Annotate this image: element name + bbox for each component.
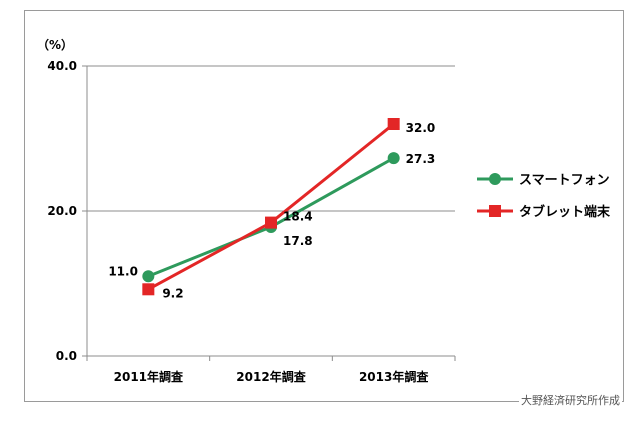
- y-tick-label: 40.0: [47, 59, 77, 73]
- x-tick-label: 2013年調査: [359, 369, 429, 384]
- legend-marker: [489, 205, 501, 217]
- x-tick-label: 2011年調査: [114, 369, 184, 384]
- y-tick-label: 0.0: [56, 349, 77, 363]
- y-unit-label: （%）: [37, 37, 73, 52]
- data-point: [142, 283, 155, 296]
- data-point: [387, 152, 400, 165]
- data-point: [142, 270, 155, 283]
- data-label: 11.0: [108, 264, 138, 278]
- data-label: 17.8: [283, 234, 313, 248]
- chart-frame: （%） 0.0 20.0 40.0 2011年調査 2012年調査 2013年調査 11.…: [24, 10, 624, 402]
- data-point: [265, 216, 277, 229]
- data-label: 9.2: [162, 286, 183, 300]
- y-tick-label: 20.0: [47, 204, 77, 218]
- series-line-1: [147, 122, 395, 291]
- data-label: 18.4: [283, 210, 313, 224]
- data-label: 27.3: [406, 152, 436, 166]
- series-layer: [142, 118, 400, 296]
- legend-marker: [489, 173, 501, 185]
- source-note: 大野経済研究所作成: [519, 392, 622, 408]
- grid-layer: [87, 65, 455, 212]
- line-chart: （%） 0.0 20.0 40.0 2011年調査 2012年調査 2013年調査 11.…: [37, 37, 611, 384]
- data-label: 32.0: [406, 121, 436, 135]
- legend-label: スマートフォン: [519, 173, 610, 188]
- data-point: [387, 118, 400, 130]
- label-layer: 11.0 17.8 27.3 9.2 18.4 32.0: [108, 121, 435, 300]
- legend-label: タブレット端末: [519, 204, 611, 220]
- x-tick-label: 2012年調査: [236, 369, 306, 384]
- axis-layer: 0.0 20.0 40.0 2011年調査 2012年調査 2013年調査: [47, 59, 456, 384]
